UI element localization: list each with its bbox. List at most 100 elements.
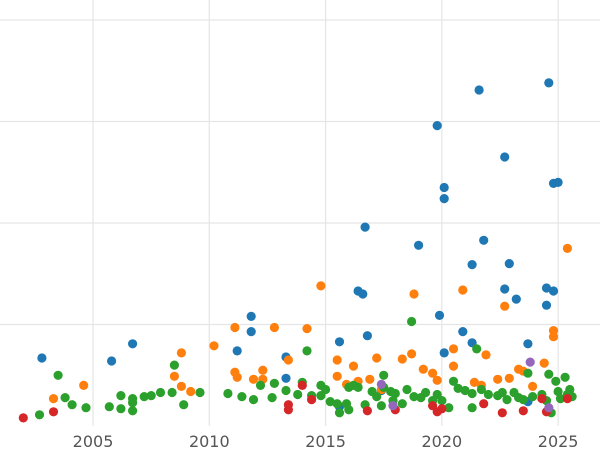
data-point-blue <box>432 121 442 131</box>
data-point-blue <box>439 348 449 358</box>
data-point-green <box>407 316 417 327</box>
data-point-blue <box>500 284 510 294</box>
data-point-orange <box>397 354 407 364</box>
data-point-green <box>128 406 138 416</box>
data-point-green <box>237 392 247 402</box>
data-point-orange <box>230 322 240 333</box>
data-point-green <box>553 386 563 397</box>
data-point-red <box>497 408 507 418</box>
data-point-blue <box>458 327 468 337</box>
data-point-blue <box>37 353 47 363</box>
data-point-green <box>321 384 331 395</box>
data-point-blue <box>107 356 117 366</box>
data-point-orange <box>348 361 359 371</box>
data-point-red <box>297 380 307 390</box>
data-point-blue <box>246 311 256 321</box>
data-point-green <box>437 396 447 406</box>
data-point-green <box>325 397 335 407</box>
data-point-purple <box>525 357 535 367</box>
data-point-blue <box>500 152 510 162</box>
data-point-green <box>67 400 77 410</box>
data-point-red <box>562 394 573 404</box>
data-point-blue <box>523 339 533 349</box>
data-point-orange <box>332 355 342 365</box>
data-point-orange <box>248 374 259 384</box>
data-point-green <box>302 346 312 356</box>
data-point-blue <box>541 283 552 293</box>
data-point-green <box>390 388 400 399</box>
data-point-orange <box>500 301 510 311</box>
data-point-orange <box>269 322 279 333</box>
data-point-orange <box>176 348 186 358</box>
data-point-orange <box>407 349 417 359</box>
data-point-blue <box>362 331 372 341</box>
data-point-green <box>269 378 279 388</box>
data-point-green <box>104 402 114 412</box>
data-point-orange <box>209 341 219 351</box>
data-point-green <box>467 403 477 413</box>
data-point-blue <box>414 240 424 250</box>
data-point-green <box>476 384 486 395</box>
data-point-red <box>48 407 59 417</box>
data-point-red <box>437 404 447 414</box>
data-point-orange <box>432 375 442 385</box>
data-point-orange <box>365 374 375 384</box>
data-point-orange <box>186 386 196 397</box>
data-point-blue <box>541 300 552 310</box>
data-point-orange <box>428 368 438 378</box>
data-point-orange <box>79 380 89 390</box>
data-point-green <box>60 393 70 403</box>
data-point-green <box>169 360 179 370</box>
data-point-orange <box>409 289 419 299</box>
data-point-orange <box>258 365 268 375</box>
data-point-green <box>155 387 166 398</box>
data-point-blue <box>246 327 256 337</box>
data-points <box>18 78 577 423</box>
data-point-orange <box>302 324 312 334</box>
data-point-blue <box>232 346 242 356</box>
data-point-orange <box>316 281 326 291</box>
data-point-orange <box>458 285 468 295</box>
data-point-red <box>283 405 293 415</box>
data-point-blue <box>439 182 449 193</box>
data-point-red <box>18 413 28 423</box>
data-point-orange <box>493 374 503 384</box>
data-point-orange <box>418 364 428 374</box>
data-point-blue <box>544 78 554 88</box>
data-point-green <box>402 384 412 395</box>
data-point-green <box>139 392 149 402</box>
data-point-green <box>444 403 454 413</box>
data-point-green <box>128 394 138 404</box>
data-point-green <box>179 400 189 410</box>
data-point-green <box>223 388 233 399</box>
data-point-blue <box>358 289 368 299</box>
data-point-green <box>267 393 277 403</box>
data-point-orange <box>232 372 242 382</box>
data-point-green <box>34 410 45 420</box>
data-point-orange <box>562 243 573 253</box>
data-point-orange <box>528 381 538 391</box>
data-point-orange <box>481 350 491 360</box>
data-point-green <box>195 387 205 398</box>
x-axis: 2005 2010 2015 2020 2025 <box>73 432 579 450</box>
data-point-red <box>518 406 528 416</box>
data-point-green <box>448 376 459 386</box>
x-tick-label: 2020 <box>422 432 463 450</box>
data-point-orange <box>504 373 514 383</box>
data-point-orange <box>448 361 459 371</box>
data-point-red <box>362 406 372 416</box>
data-point-blue <box>504 259 514 269</box>
data-point-green <box>344 405 354 415</box>
data-point-green <box>421 387 431 398</box>
data-point-green <box>483 389 493 400</box>
x-tick-label: 2015 <box>305 432 346 450</box>
data-point-red <box>479 399 489 409</box>
data-point-orange <box>539 358 549 368</box>
data-point-blue <box>474 85 484 95</box>
data-point-green <box>81 403 91 413</box>
data-point-green <box>544 369 554 379</box>
data-point-blue <box>479 235 489 245</box>
data-point-green <box>255 380 266 390</box>
